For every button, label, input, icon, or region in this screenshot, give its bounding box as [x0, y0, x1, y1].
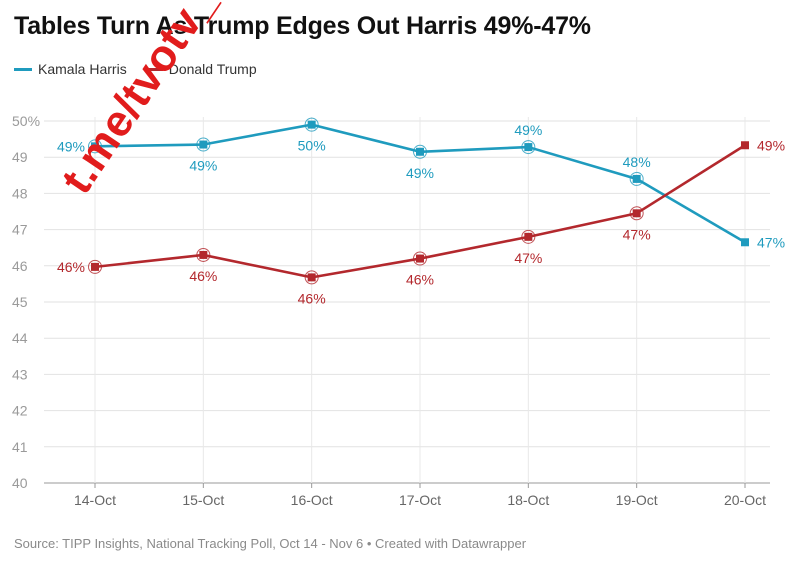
data-label-harris: 49% — [189, 158, 217, 174]
data-point-harris — [632, 174, 641, 183]
legend-label-harris: Kamala Harris — [38, 61, 127, 77]
data-point-harris — [307, 120, 316, 129]
data-point-harris — [199, 140, 208, 149]
data-label-trump: 47% — [623, 226, 651, 242]
data-label-trump: 46% — [57, 259, 85, 275]
data-point-trump — [91, 262, 99, 271]
legend-label-trump: Donald Trump — [168, 61, 257, 77]
chart-legend: Kamala Harris Donald Trump — [14, 61, 257, 77]
data-point-ring-trump — [629, 206, 644, 221]
y-tick-label: 45 — [12, 294, 28, 310]
data-label-harris: 49% — [57, 138, 85, 154]
data-point-ring-trump — [88, 259, 102, 274]
y-tick-label: 44 — [12, 330, 28, 346]
y-tick-label: 42 — [12, 403, 28, 419]
data-label-trump: 47% — [514, 250, 542, 266]
data-point-trump — [632, 209, 641, 218]
data-point-trump — [524, 232, 533, 241]
data-point-trump — [307, 273, 316, 282]
y-tick-label: 48 — [12, 185, 28, 201]
x-tick-label: 15-Oct — [182, 492, 224, 508]
data-label-trump: 46% — [298, 290, 326, 306]
data-point-ring-harris — [304, 117, 319, 132]
x-tick-label: 16-Oct — [291, 492, 333, 508]
data-point-harris — [416, 147, 424, 156]
data-label-harris: 50% — [298, 138, 326, 154]
legend-item-trump: Donald Trump — [144, 61, 257, 77]
data-point-harris — [524, 143, 533, 152]
data-label-trump: 46% — [406, 272, 434, 288]
y-tick-label: 40 — [12, 475, 28, 491]
data-point-ring-harris — [629, 171, 644, 186]
x-tick-label: 17-Oct — [399, 492, 441, 508]
data-label-harris: 48% — [623, 154, 651, 170]
data-label-harris: 47% — [757, 234, 785, 250]
x-tick-label: 20-Oct — [724, 492, 766, 508]
data-label-harris: 49% — [406, 165, 434, 181]
source-note: Source: TIPP Insights, National Tracking… — [14, 536, 527, 551]
data-point-ring-harris — [521, 140, 536, 155]
y-tick-label: 49 — [12, 149, 28, 165]
data-point-ring-trump — [196, 247, 211, 262]
chart-title: Tables Turn As Trump Edges Out Harris 49… — [14, 12, 591, 40]
y-tick-label: 47 — [12, 222, 28, 238]
line-chart: 50% 49 48 47 46 45 44 43 42 41 40 14-Oct 15-Oct 16-Oc… — [12, 113, 785, 508]
y-tick-label: 50% — [12, 113, 40, 129]
data-point-harris — [741, 238, 749, 247]
legend-swatch-trump — [144, 67, 163, 71]
y-tick-label: 41 — [12, 439, 28, 455]
x-tick-label: 14-Oct — [74, 492, 116, 508]
data-label-trump: 46% — [189, 268, 217, 284]
y-tick-label: 43 — [12, 366, 28, 382]
data-point-harris — [91, 142, 99, 151]
legend-item-harris: Kamala Harris — [14, 61, 127, 77]
data-point-trump — [199, 250, 208, 259]
data-point-ring-harris — [88, 139, 102, 154]
data-point-ring-harris — [196, 137, 211, 152]
data-point-trump — [416, 254, 424, 263]
data-point-ring-harris — [413, 144, 427, 159]
legend-swatch-harris — [14, 67, 32, 71]
x-tick-label: 19-Oct — [616, 492, 658, 508]
y-tick-label: 46 — [12, 258, 28, 274]
data-point-ring-trump — [521, 229, 536, 244]
data-point-trump — [741, 141, 749, 150]
data-point-ring-trump — [304, 270, 319, 285]
data-label-trump: 49% — [757, 137, 785, 153]
data-label-harris: 49% — [514, 122, 542, 138]
data-point-ring-trump — [413, 251, 427, 266]
x-tick-label: 18-Oct — [507, 492, 549, 508]
